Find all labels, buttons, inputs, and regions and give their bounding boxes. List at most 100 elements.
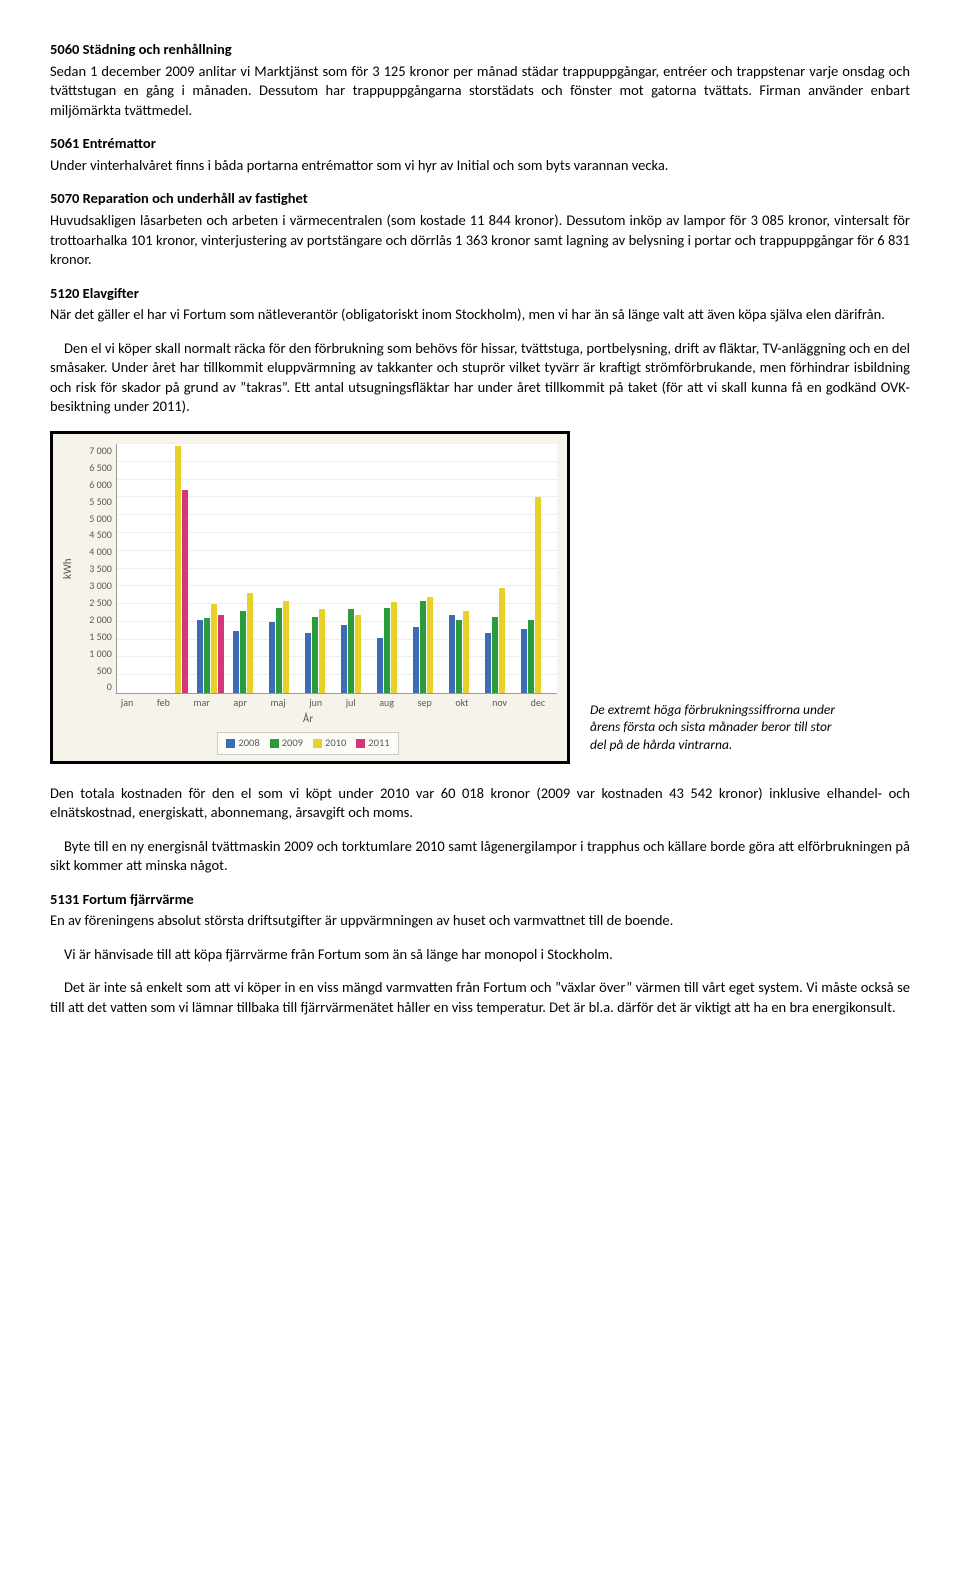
- bar: [233, 631, 239, 693]
- month-group: [233, 444, 260, 693]
- para-5120-1: När det gäller el har vi Fortum som nätl…: [50, 305, 910, 325]
- bar: [463, 611, 469, 693]
- bar: [283, 601, 289, 693]
- bar: [391, 602, 397, 693]
- y-tick: 5 500: [78, 495, 112, 509]
- x-tick: mar: [193, 696, 209, 710]
- y-tick: 3 500: [78, 562, 112, 576]
- y-axis: 0 500 1 000 1 500 2 000 2 500 3 000 3 500 4 000 4…: [78, 444, 116, 694]
- chart-legend: 2008 2009 2010 2011: [217, 732, 398, 754]
- month-group: [269, 444, 296, 693]
- bar: [355, 615, 361, 693]
- bar: [197, 620, 203, 693]
- month-group: [377, 444, 404, 693]
- month-group: [521, 444, 548, 693]
- chart-row: kWh 0 500 1 000 1 500 2 000 2 500 3 000 3 500 4 …: [50, 431, 910, 764]
- heading-5120: 5120 Elavgifter: [50, 284, 910, 304]
- para-after-chart-2: Byte till en ny energisnål tvättmaskin 2…: [50, 837, 910, 876]
- bar: [319, 609, 325, 693]
- y-tick: 2 000: [78, 613, 112, 627]
- x-tick: sep: [418, 696, 432, 710]
- para-5060: Sedan 1 december 2009 anlitar vi Marktjä…: [50, 62, 910, 121]
- y-tick: 7 000: [78, 444, 112, 458]
- y-tick: 1 000: [78, 647, 112, 661]
- y-tick: 6 000: [78, 478, 112, 492]
- x-tick: jun: [309, 696, 322, 710]
- legend-swatch: [270, 739, 279, 748]
- legend-item: 2008: [226, 736, 259, 750]
- month-group: [305, 444, 332, 693]
- bar: [269, 622, 275, 693]
- para-5070: Huvudsakligen låsarbeten och arbeten i v…: [50, 211, 910, 270]
- month-group: [197, 444, 224, 693]
- bar: [377, 638, 383, 693]
- y-tick: 4 500: [78, 528, 112, 542]
- legend-swatch: [226, 739, 235, 748]
- y-tick: 6 500: [78, 461, 112, 475]
- y-tick: 4 000: [78, 545, 112, 559]
- y-tick: 1 500: [78, 630, 112, 644]
- heading-5131: 5131 Fortum fjärrvärme: [50, 890, 910, 910]
- bar: [348, 609, 354, 693]
- x-tick: apr: [233, 696, 247, 710]
- month-group: [413, 444, 440, 693]
- y-tick: 500: [78, 664, 112, 678]
- bar: [175, 446, 181, 693]
- chart-caption: De extremt höga förbrukningssiffrorna un…: [590, 701, 850, 754]
- x-axis-label: År: [59, 712, 557, 727]
- bar: [413, 627, 419, 693]
- legend-swatch: [356, 739, 365, 748]
- x-tick: maj: [270, 696, 285, 710]
- bar: [499, 588, 505, 693]
- x-tick: okt: [455, 696, 468, 710]
- month-group: [161, 444, 188, 693]
- bar: [312, 617, 318, 693]
- bar: [521, 629, 527, 693]
- x-tick: jul: [346, 696, 356, 710]
- bar: [384, 608, 390, 693]
- month-group: [449, 444, 476, 693]
- bar: [204, 618, 210, 693]
- y-tick: 0: [78, 680, 112, 694]
- bar: [218, 615, 224, 693]
- bar: [240, 611, 246, 693]
- legend-item: 2010: [313, 736, 346, 750]
- month-group: [485, 444, 512, 693]
- x-tick: nov: [492, 696, 507, 710]
- bar: [247, 593, 253, 693]
- para-5061: Under vinterhalvåret finns i båda portar…: [50, 156, 910, 176]
- bar: [456, 620, 462, 693]
- bar: [276, 608, 282, 693]
- bar: [535, 497, 541, 693]
- y-tick: 5 000: [78, 512, 112, 526]
- plot-area: [116, 444, 557, 694]
- bar: [449, 615, 455, 693]
- bar: [305, 633, 311, 693]
- bar: [427, 597, 433, 693]
- para-5131-3: Det är inte så enkelt som att vi köper i…: [50, 978, 910, 1017]
- x-tick: dec: [531, 696, 545, 710]
- legend-item: 2009: [270, 736, 303, 750]
- para-5131-2: Vi är hänvisade till att köpa fjärrvärme…: [50, 945, 910, 965]
- heading-5061: 5061 Entrémattor: [50, 134, 910, 154]
- y-axis-label: kWh: [59, 444, 78, 694]
- x-tick: feb: [157, 696, 170, 710]
- bar: [485, 633, 491, 693]
- x-tick: jan: [121, 696, 133, 710]
- x-axis: jan feb mar apr maj jun jul aug sep okt nov dec: [109, 696, 557, 710]
- y-tick: 3 000: [78, 579, 112, 593]
- bar: [341, 625, 347, 693]
- bar: [182, 490, 188, 693]
- bar: [420, 601, 426, 693]
- electricity-chart: kWh 0 500 1 000 1 500 2 000 2 500 3 000 3 500 4 …: [50, 431, 570, 764]
- month-group: [341, 444, 368, 693]
- bar: [211, 604, 217, 693]
- y-tick: 2 500: [78, 596, 112, 610]
- legend-swatch: [313, 739, 322, 748]
- bar: [528, 620, 534, 693]
- legend-item: 2011: [356, 736, 389, 750]
- month-group: [125, 444, 152, 693]
- x-tick: aug: [379, 696, 394, 710]
- para-5120-2: Den el vi köper skall normalt räcka för …: [50, 339, 910, 417]
- para-5131-1: En av föreningens absolut största drifts…: [50, 911, 910, 931]
